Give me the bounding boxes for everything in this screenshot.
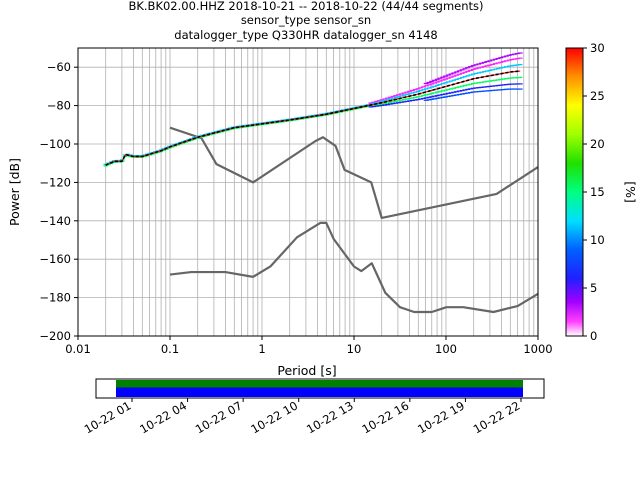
y-tick-label: −160	[39, 252, 71, 266]
x-tick-label: 10	[347, 342, 362, 356]
timeline-bar	[116, 380, 523, 388]
chart-title-line-3: datalogger_type Q330HR datalogger_sn 414…	[174, 28, 437, 42]
colorbar-tick-label: 20	[590, 137, 605, 151]
x-tick-label: 1	[258, 342, 265, 356]
y-axis-label: Power [dB]	[7, 158, 22, 226]
psd-peak-line	[105, 70, 521, 166]
y-tick-label: −80	[47, 99, 71, 113]
x-tick-label: 0.1	[161, 342, 179, 356]
colorbar	[565, 47, 584, 337]
y-tick-label: −180	[39, 291, 71, 305]
timeline-tick-label: 10-22 04	[137, 398, 189, 436]
timeline-ticks: 10-22 01 10-22 04 10-22 07 10-22 10 10-22 13…	[82, 398, 523, 436]
colorbar-ticks: 0 5 10 15 20 25 30	[583, 41, 605, 343]
y-tick-label: −140	[39, 214, 71, 228]
noise-model-line	[169, 126, 539, 220]
x-tick-label: 0.01	[65, 342, 91, 356]
colorbar-tick-label: 25	[590, 89, 605, 103]
colorbar-tick-label: 10	[590, 233, 605, 247]
timeline-bars	[116, 380, 523, 397]
ppsd-gridlines	[77, 48, 538, 337]
ppsd-plot-marks	[103, 52, 539, 314]
chart-title-line-2: sensor_type sensor_sn	[241, 13, 371, 27]
chart-title-line-1: BK.BK02.00.HHZ 2018-10-21 -- 2018-10-22 …	[128, 0, 483, 13]
colorbar-tick-label: 15	[590, 185, 605, 199]
x-tick-label: 1000	[523, 342, 552, 356]
y-tick-label: −100	[39, 137, 71, 151]
timeline-tick-label: 10-22 19	[415, 398, 467, 436]
ppsd-ticks: 0.01 0.1 1 10 100 1000 −200 −180 −160 −140 −120 −10…	[39, 60, 552, 356]
colorbar-tick-label: 5	[590, 281, 597, 295]
x-tick-label: 100	[435, 342, 457, 356]
y-tick-label: −60	[47, 60, 71, 74]
y-tick-label: −120	[39, 175, 71, 189]
timeline-tick-label: 10-22 01	[82, 398, 134, 436]
noise-model-line	[169, 221, 539, 314]
x-axis-label: Period [s]	[277, 363, 336, 378]
colorbar-label: [%]	[623, 181, 638, 203]
timeline-tick-label: 10-22 10	[248, 398, 300, 436]
ppsd-axes-frame	[77, 47, 539, 337]
timeline-tick-label: 10-22 22	[471, 398, 523, 436]
timeline-bar	[116, 387, 523, 397]
timeline-tick-label: 10-22 13	[304, 398, 356, 436]
y-tick-label: −200	[39, 329, 71, 343]
psd-median-line	[105, 70, 521, 166]
timeline-tick-label: 10-22 16	[360, 398, 412, 436]
timeline-tick-label: 10-22 07	[193, 398, 245, 436]
colorbar-tick-label: 30	[590, 41, 605, 55]
timeline-plot: 10-22 01 10-22 04 10-22 07 10-22 10 10-22 13…	[82, 378, 545, 436]
colorbar-tick-label: 0	[590, 329, 597, 343]
